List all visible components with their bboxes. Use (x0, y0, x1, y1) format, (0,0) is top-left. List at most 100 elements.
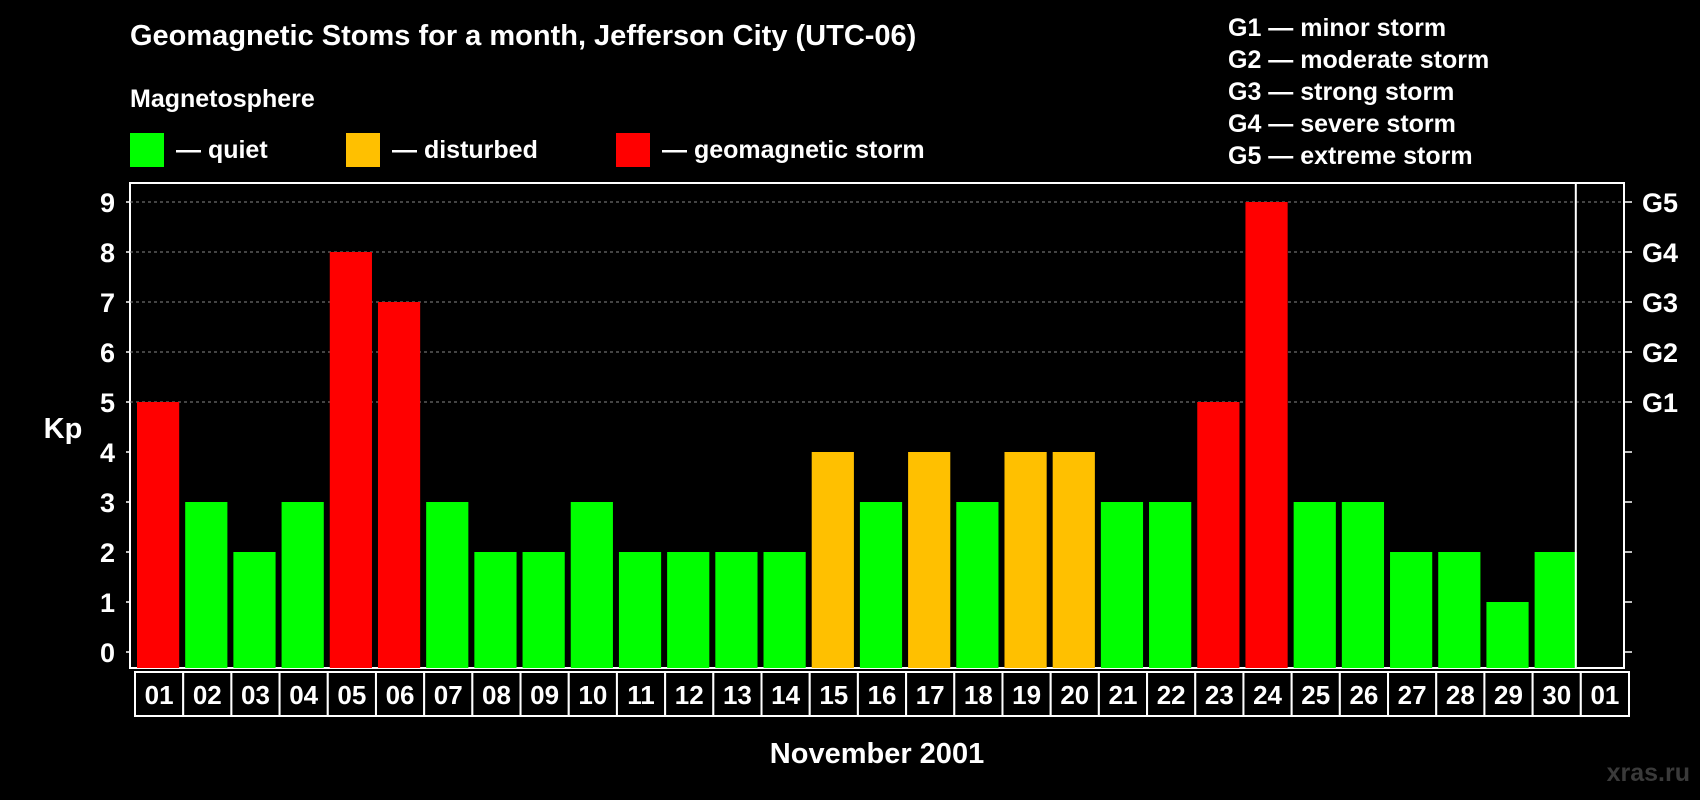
x-tick-label: 03 (241, 680, 270, 710)
day-label-box (808, 671, 859, 717)
day-label-box (326, 671, 377, 717)
x-tick-label: 20 (1060, 680, 1089, 710)
x-tick-label: 21 (1109, 680, 1138, 710)
bar (1004, 452, 1047, 668)
x-tick-label: 15 (819, 680, 848, 710)
x-tick-label: 05 (337, 680, 366, 710)
day-label-box (712, 671, 763, 717)
bar (1245, 202, 1288, 668)
y-tick-label: 6 (100, 338, 115, 368)
bar (956, 502, 999, 668)
legend-item-quiet: — quiet (130, 133, 268, 167)
day-label-box (1483, 671, 1534, 717)
x-tick-label: 23 (1205, 680, 1234, 710)
chart-title: Geomagnetic Stoms for a month, Jefferson… (130, 20, 917, 52)
y-tick-label: 8 (100, 238, 115, 268)
day-label-box (1242, 671, 1293, 717)
x-tick-label: 07 (434, 680, 463, 710)
bar (329, 252, 372, 668)
day-label-box (230, 671, 281, 717)
x-tick-label: 13 (723, 680, 752, 710)
bar (474, 552, 517, 668)
y-tick-label: 5 (100, 388, 115, 418)
bar (1341, 502, 1385, 668)
legend-label-quiet: — quiet (176, 135, 268, 164)
bar (1197, 402, 1240, 668)
x-tick-label: 01 (1590, 680, 1619, 710)
storm-scale-g4: G4 — severe storm (1228, 110, 1456, 138)
bar (1149, 502, 1192, 668)
right-tick-label: G4 (1642, 238, 1678, 268)
day-label-box (374, 671, 426, 717)
day-label-box (134, 671, 185, 717)
x-tick-label: 11 (627, 680, 655, 710)
x-tick-label: 24 (1253, 680, 1282, 710)
bar (281, 502, 324, 668)
x-tick-label: 02 (193, 680, 222, 710)
y-tick-label: 9 (100, 188, 115, 218)
bar (667, 552, 710, 668)
bar (522, 552, 565, 668)
legend-swatch-quiet (130, 133, 164, 167)
bar (185, 502, 228, 668)
bar (1534, 552, 1577, 668)
x-tick-label: 17 (916, 680, 945, 710)
bar (570, 502, 613, 668)
x-tick-label: 28 (1446, 680, 1475, 710)
bar (763, 552, 806, 668)
day-label-box (760, 671, 811, 717)
bar (137, 402, 180, 668)
bar (715, 552, 758, 668)
x-tick-label: 26 (1349, 680, 1378, 710)
x-tick-label: 29 (1494, 680, 1523, 710)
right-tick-label: G3 (1642, 288, 1678, 318)
bar (1486, 602, 1529, 668)
day-label-box (278, 671, 329, 717)
day-label-box (1435, 671, 1486, 717)
x-tick-label: 27 (1398, 680, 1427, 710)
y-tick-label: 7 (100, 288, 115, 318)
bar (426, 502, 469, 668)
x-axis-label: November 2001 (770, 738, 984, 770)
bar (1293, 502, 1336, 668)
y-tick-label: 2 (100, 538, 115, 568)
bar (1438, 552, 1481, 668)
storm-scale-g2: G2 — moderate storm (1228, 46, 1490, 74)
x-tick-label: 10 (578, 680, 607, 710)
y-tick-label: 1 (100, 588, 115, 618)
x-tick-label: 18 (964, 680, 993, 710)
bar (377, 302, 421, 668)
right-tick-label: G1 (1642, 388, 1678, 418)
legend-item-disturbed: — disturbed (346, 133, 538, 167)
bar (908, 452, 951, 668)
x-tick-label: 19 (1012, 680, 1041, 710)
x-tick-label: 01 (145, 680, 174, 710)
x-tick-label: 09 (530, 680, 559, 710)
right-tick-label: G2 (1642, 338, 1678, 368)
x-tick-label: 12 (675, 680, 704, 710)
bar (859, 502, 903, 668)
x-tick-label: 25 (1301, 680, 1330, 710)
x-tick-label: 14 (771, 680, 800, 710)
x-tick-label: 08 (482, 680, 511, 710)
day-label-box (423, 671, 474, 717)
bar (233, 552, 276, 668)
y-axis-label: Kp (44, 413, 83, 445)
x-tick-label: 30 (1542, 680, 1571, 710)
y-tick-label: 0 (100, 638, 115, 668)
x-tick-label: 22 (1157, 680, 1186, 710)
storm-scale-g1: G1 — minor storm (1228, 14, 1447, 42)
day-label-box (1338, 671, 1390, 717)
legend-label-storm: — geomagnetic storm (662, 135, 925, 164)
bar (1052, 452, 1095, 668)
bar (1100, 502, 1144, 668)
legend-label-disturbed: — disturbed (392, 135, 538, 164)
storm-scale-g3: G3 — strong storm (1228, 78, 1455, 106)
storm-scale-g5: G5 — extreme storm (1228, 142, 1473, 170)
day-label-box (182, 671, 233, 717)
day-label-box (856, 671, 908, 717)
bar (1390, 552, 1433, 668)
y-tick-label: 4 (100, 438, 115, 468)
x-tick-label: 04 (289, 680, 318, 710)
